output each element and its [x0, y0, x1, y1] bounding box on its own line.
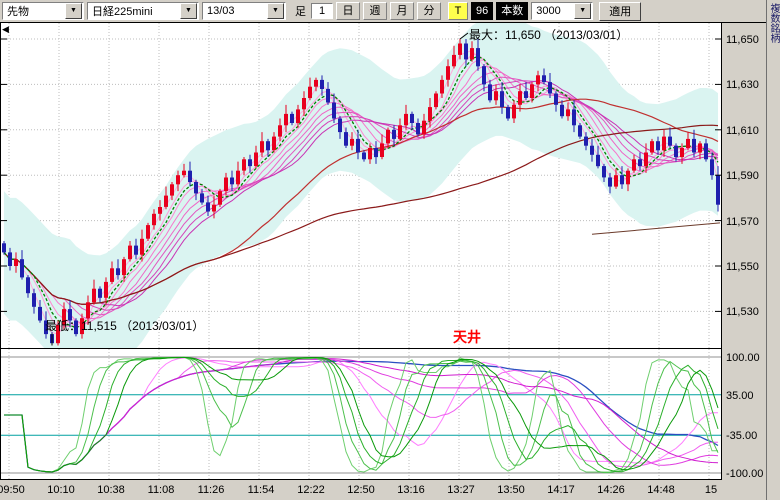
period-button-day[interactable]: 日: [336, 2, 360, 20]
instrument-select-value: 先物: [7, 6, 29, 18]
min-price-annotation: 最低：11,515 （2013/03/01）: [45, 319, 205, 333]
main-chart-canvas[interactable]: [1, 23, 721, 348]
time-axis-label: 11:08: [147, 484, 175, 496]
time-axis-label: 14:48: [647, 484, 675, 496]
price-axis-label: 11,590: [726, 170, 759, 183]
time-axis-label: 11:26: [197, 484, 225, 496]
price-axis: 11,650 11,630 11,610 11,590 11,570 11,550 11,5…: [722, 22, 766, 481]
multi-symbol-tab-label: 複数銘柄: [768, 3, 779, 43]
bars-count-value: 3000: [536, 5, 561, 17]
oscillator-axis-label: -35.00: [726, 430, 758, 443]
time-axis-label: 15: [704, 484, 718, 496]
period-button-month[interactable]: 月: [390, 2, 414, 20]
oscillator-canvas[interactable]: [1, 348, 721, 479]
price-axis-label: 11,550: [726, 261, 759, 273]
ceiling-signal-label: 天井: [453, 329, 481, 345]
time-axis: 09:50 10:10 10:38 11:08 11:26 11:54 12:22 12:50…: [0, 481, 722, 500]
chart-plot-area[interactable]: ◀ 最大：11,650 （2013/03/01） 最低：11,515 （2013…: [0, 22, 722, 480]
apply-button[interactable]: 適用: [599, 1, 642, 21]
price-axis-label: 11,610: [726, 124, 759, 137]
time-axis-label: 11:54: [247, 484, 275, 496]
time-axis-label: 13:50: [497, 484, 525, 496]
bar-type-label: 足: [295, 6, 306, 18]
time-axis-label: 13:27: [447, 484, 475, 496]
price-axis-label: 11,570: [726, 215, 759, 228]
price-axis-label: 11,630: [726, 79, 759, 92]
oscillator-axis-label: -100.00: [726, 468, 764, 480]
chevron-down-icon[interactable]: ▼: [267, 3, 284, 19]
period-button-week[interactable]: 週: [363, 2, 387, 20]
bars-label: 本数: [496, 2, 529, 20]
scroll-left-icon[interactable]: ◀: [2, 24, 9, 34]
bar-count-display: 96: [471, 2, 494, 20]
bars-count-select[interactable]: 3000 ▼: [531, 2, 594, 20]
time-axis-label: 09:50: [0, 484, 25, 496]
time-axis-label: 12:50: [347, 484, 375, 496]
toolbar: 先物 ▼ 日経225mini ▼ 13/03 ▼ 足 1 日 週 月 分 T 9…: [0, 0, 766, 22]
time-axis-label: 14:26: [597, 484, 625, 496]
contract-month-select[interactable]: 13/03 ▼: [202, 2, 286, 20]
time-axis-label: 13:16: [397, 484, 425, 496]
tick-button[interactable]: T: [448, 2, 468, 20]
price-axis-label: 11,650: [726, 34, 759, 46]
chevron-down-icon[interactable]: ▼: [65, 3, 82, 19]
period-button-minute[interactable]: 分: [417, 2, 441, 20]
multi-symbol-panel-tab[interactable]: 複数銘柄: [766, 0, 780, 500]
symbol-select[interactable]: 日経225mini ▼: [87, 2, 199, 20]
oscillator-axis-label: 35.00: [726, 389, 754, 402]
time-axis-label: 10:10: [47, 484, 75, 496]
time-axis-label: 10:38: [97, 484, 125, 496]
oscillator-axis-label: 100.00: [726, 352, 760, 364]
instrument-select[interactable]: 先物 ▼: [2, 2, 84, 20]
chevron-down-icon[interactable]: ▼: [574, 3, 592, 19]
contract-month-value: 13/03: [207, 5, 235, 17]
chevron-down-icon[interactable]: ▼: [180, 3, 197, 19]
max-price-annotation: 最大：11,650 （2013/03/01）: [469, 28, 629, 42]
time-axis-label: 12:22: [297, 484, 325, 496]
time-axis-label: 14:17: [547, 484, 575, 496]
price-axis-label: 11,530: [726, 306, 759, 319]
symbol-select-value: 日経225mini: [92, 6, 153, 18]
interval-input[interactable]: 1: [311, 3, 333, 19]
